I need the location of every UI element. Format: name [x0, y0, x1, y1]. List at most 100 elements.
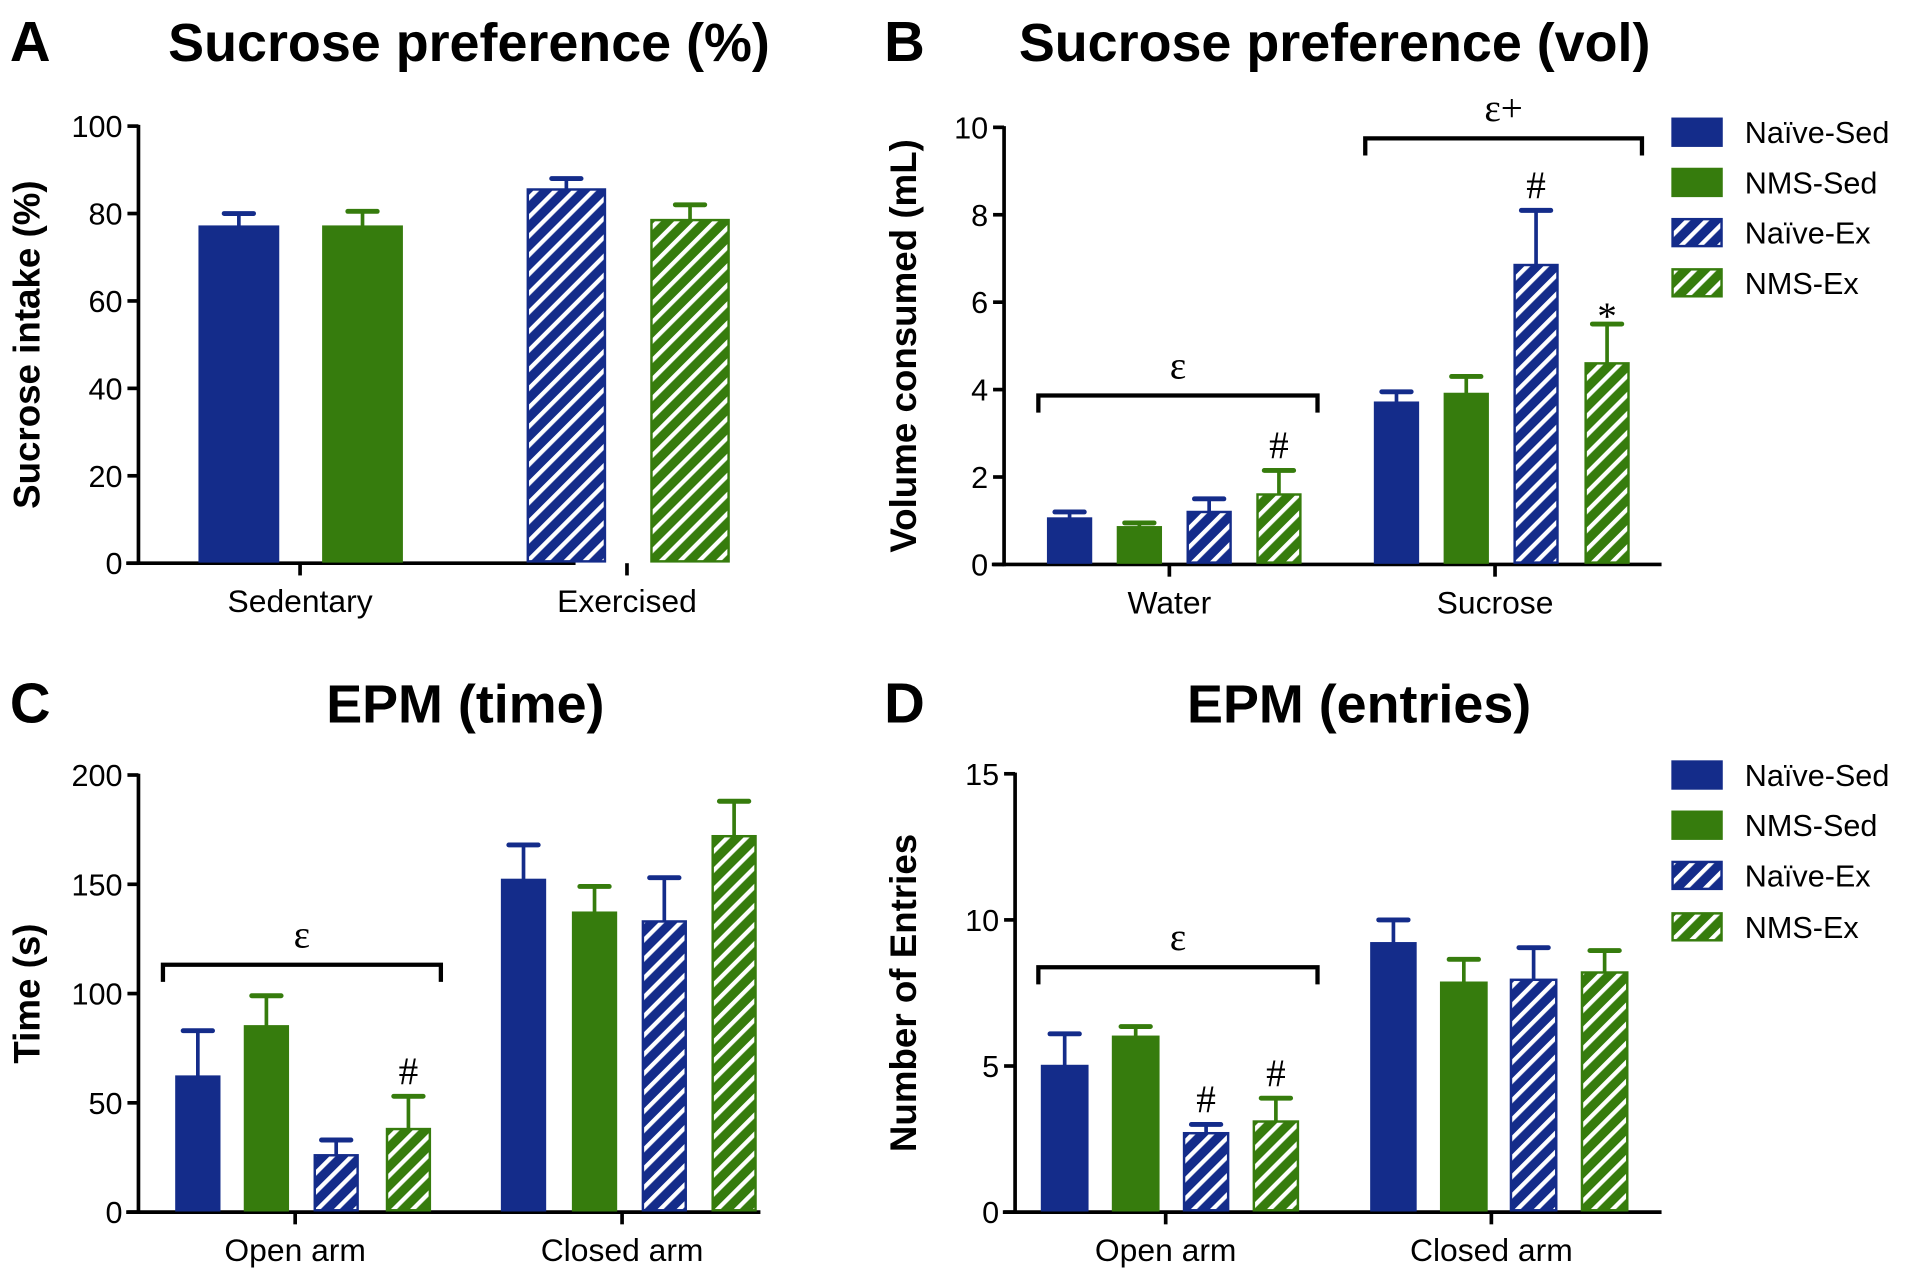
- panel-letter: C: [10, 671, 51, 734]
- bar-na-ve-ex: [1182, 1131, 1230, 1212]
- legend: Naïve-Sed NMS-Sed Naïve-Ex NMS-Ex: [1671, 759, 1890, 945]
- bracket-label: ε: [1170, 916, 1186, 959]
- legend-label: NMS-Ex: [1745, 267, 1859, 301]
- y-tick-label: 200: [71, 759, 122, 793]
- bar-nms-sed: [1111, 1035, 1160, 1212]
- y-tick-label: 80: [89, 198, 123, 232]
- y-tick-label: 100: [71, 978, 122, 1012]
- legend-swatch: [1671, 810, 1723, 840]
- legend-label: Naïve-Ex: [1745, 859, 1871, 893]
- significance-marker: #: [1526, 164, 1546, 207]
- y-axis-label: Volume consumed (mL): [883, 139, 924, 552]
- significance-bracket: [160, 962, 444, 982]
- bar-nms-sed: [571, 911, 618, 1212]
- legend-swatch: [1671, 117, 1723, 147]
- legend-swatch: [1671, 912, 1723, 942]
- bar-na-ve-sed: [198, 225, 280, 563]
- legend-swatch: [1671, 167, 1723, 198]
- bar-nms-ex: [650, 218, 730, 563]
- bar-na-ve-ex: [1513, 263, 1559, 564]
- bracket-label: ε: [1170, 344, 1186, 387]
- significance-marker: *: [1597, 295, 1617, 338]
- panel-letter: B: [884, 10, 925, 73]
- y-tick-label: 0: [106, 547, 123, 581]
- bar-na-ve-sed: [1370, 942, 1417, 1212]
- panel-C: C EPM (time) Time (s) 0 50 100 150 200 Open arm C…: [6, 671, 761, 1268]
- bar-nms-ex: [1252, 1120, 1300, 1212]
- bar-nms-sed: [1116, 526, 1163, 564]
- legend-swatch: [1671, 760, 1723, 790]
- y-tick-label: 6: [971, 286, 988, 320]
- y-tick-label: 40: [89, 372, 123, 406]
- x-tick-label: Closed arm: [541, 1232, 704, 1268]
- legend-label: Naïve-Sed: [1745, 116, 1890, 150]
- legend-swatch: [1671, 268, 1723, 298]
- bracket-label: ε+: [1484, 87, 1523, 130]
- y-tick-label: 60: [89, 285, 123, 319]
- bar-nms-ex: [385, 1127, 432, 1212]
- bar-nms-ex: [1584, 362, 1630, 564]
- y-tick-label: 10: [954, 111, 988, 145]
- y-tick-label: 100: [71, 110, 122, 144]
- x-tick-label: Sedentary: [228, 583, 373, 619]
- y-tick-label: 20: [89, 460, 123, 494]
- legend-label: NMS-Sed: [1745, 166, 1878, 200]
- legend-label: NMS-Sed: [1745, 809, 1878, 843]
- x-tick-label: Open arm: [224, 1232, 366, 1268]
- bar-nms-ex: [1256, 493, 1302, 564]
- y-tick-label: 10: [965, 904, 999, 938]
- y-tick-label: 0: [982, 1196, 999, 1230]
- bracket-label: ε: [294, 914, 310, 957]
- chart-title: Sucrose preference (vol): [1019, 13, 1651, 73]
- significance-bracket: [1036, 393, 1320, 413]
- x-tick-label: Closed arm: [1410, 1232, 1573, 1268]
- x-tick-label: Sucrose: [1437, 584, 1554, 620]
- bar-nms-sed: [1443, 392, 1489, 564]
- bar-nms-sed: [243, 1025, 290, 1212]
- chart-title: EPM (entries): [1187, 674, 1531, 734]
- bar-na-ve-sed: [1040, 1064, 1089, 1212]
- panel-D: D EPM (entries) Number of Entries 0 5 10 15 Ope…: [883, 671, 1889, 1268]
- significance-marker: #: [1269, 424, 1289, 467]
- y-tick-label: 150: [71, 868, 122, 902]
- y-tick-label: 0: [971, 548, 988, 582]
- bar-na-ve-sed: [1046, 517, 1093, 564]
- significance-marker: #: [1196, 1078, 1216, 1121]
- x-tick-label: Water: [1128, 584, 1212, 620]
- panel-B: B Sucrose preference (vol) Volume consumed…: [883, 10, 1889, 620]
- significance-bracket: [1036, 965, 1320, 985]
- bar-nms-ex: [1580, 971, 1629, 1212]
- bar-nms-sed: [1439, 981, 1488, 1212]
- significance-marker: #: [399, 1050, 419, 1093]
- bar-nms-ex: [711, 834, 757, 1212]
- bar-na-ve-ex: [641, 920, 687, 1212]
- bar-nms-sed: [322, 225, 403, 563]
- legend-swatch: [1671, 217, 1723, 248]
- bar-na-ve-ex: [526, 188, 607, 563]
- legend-label: NMS-Ex: [1745, 911, 1859, 945]
- panel-letter: D: [884, 671, 925, 734]
- significance-bracket: [1363, 136, 1645, 156]
- significance-marker: #: [1266, 1052, 1286, 1095]
- bar-na-ve-ex: [1509, 978, 1558, 1212]
- bar-na-ve-ex: [1186, 510, 1232, 564]
- chart-title: Sucrose preference (%): [168, 13, 770, 73]
- legend-label: Naïve-Sed: [1745, 759, 1890, 793]
- bar-na-ve-sed: [1373, 401, 1420, 564]
- legend: Naïve-Sed NMS-Sed Naïve-Ex NMS-Ex: [1671, 116, 1890, 301]
- y-tick-label: 2: [971, 461, 988, 495]
- x-tick-label: Open arm: [1095, 1232, 1237, 1268]
- legend-label: Naïve-Ex: [1745, 217, 1871, 251]
- y-tick-label: 5: [982, 1050, 999, 1084]
- y-tick-label: 50: [89, 1087, 123, 1121]
- x-tick-label: Exercised: [557, 583, 697, 619]
- y-tick-label: 0: [106, 1196, 123, 1230]
- y-axis-label: Number of Entries: [883, 834, 924, 1152]
- panel-letter: A: [10, 10, 51, 73]
- y-tick-label: 15: [965, 758, 999, 792]
- bar-na-ve-sed: [175, 1075, 221, 1212]
- chart-title: EPM (time): [326, 674, 604, 734]
- y-axis-label: Sucrose intake (%): [6, 180, 47, 509]
- bar-na-ve-sed: [500, 878, 547, 1212]
